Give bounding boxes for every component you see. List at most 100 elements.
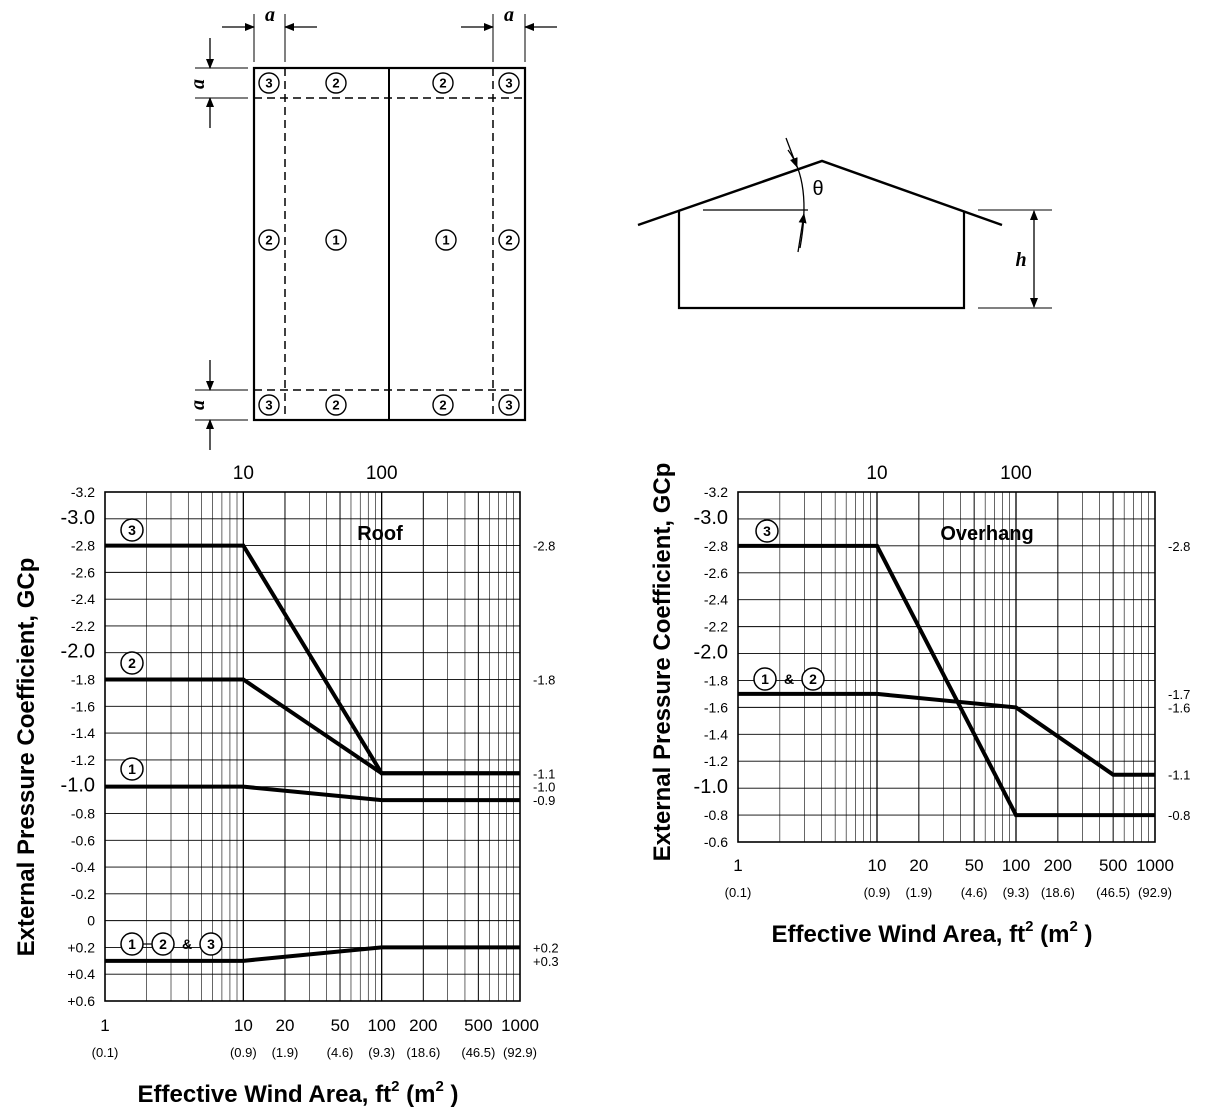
zone-2-label: 2 <box>128 655 136 671</box>
x-tick-metric-label: (0.9) <box>230 1045 257 1060</box>
x-title-metric: (m <box>1033 921 1069 948</box>
end-value-label: -0.9 <box>533 793 555 808</box>
zone-3-label: 3 <box>505 76 512 91</box>
zone-3-label: 3 <box>207 936 215 952</box>
angle-arrow <box>797 213 807 253</box>
x-tick-label: 10 <box>868 856 887 875</box>
x-title-close: ) <box>444 1081 459 1108</box>
dim-a-label: a <box>187 400 209 410</box>
x-tick-metric-label: (0.1) <box>725 885 752 900</box>
series-line-zone-1-2-3 <box>105 945 520 963</box>
series-line-zone-2 <box>105 677 520 776</box>
height-h-label: h <box>1015 249 1026 271</box>
end-value-label: -1.1 <box>533 766 555 781</box>
y-tick-label: -0.4 <box>71 859 95 875</box>
x-tick-label: 1 <box>733 856 742 875</box>
x-tick-metric-label: (0.1) <box>92 1045 119 1060</box>
zone-1-label: 1 <box>332 233 339 248</box>
x-tick-label: 50 <box>965 856 984 875</box>
x-tick-metric-label: (4.6) <box>961 885 988 900</box>
x-tick-label: 100 <box>1002 856 1030 875</box>
zone-marker-circle <box>258 72 280 94</box>
y-tick-label: -0.8 <box>71 805 95 821</box>
zone-marker-circle <box>801 667 825 691</box>
y-tick-label: -2.2 <box>71 618 95 634</box>
x-tick-metric-label: (92.9) <box>1138 885 1172 900</box>
x-tick-label: 100 <box>367 1016 395 1035</box>
x-tick-label: 200 <box>409 1016 437 1035</box>
zone-1-label: 1 <box>128 936 136 952</box>
end-value-label: -2.8 <box>1168 539 1190 554</box>
y-tick-label: -0.2 <box>71 886 95 902</box>
y-tick-label: +0.4 <box>67 966 95 982</box>
y-tick-label: -2.0 <box>61 641 95 663</box>
y-tick-label: -0.8 <box>704 807 728 823</box>
x-tick-label: 1000 <box>501 1016 539 1035</box>
end-value-label: -1.6 <box>1168 700 1190 715</box>
roof-x-axis-title: Effective Wind Area, ft2 (m2 ) <box>138 1078 459 1108</box>
end-value-label: +0.2 <box>533 940 559 955</box>
x-tick-metric-label: (46.5) <box>1096 885 1130 900</box>
zone-1-label: 1 <box>761 671 769 687</box>
series-line-zone-3 <box>105 543 520 776</box>
zone-marker-circle <box>325 229 347 251</box>
y-tick-label: +0.6 <box>67 993 95 1009</box>
top-tick-label: 10 <box>233 463 254 484</box>
zone-marker-circle <box>325 394 347 416</box>
x-title-metric-sup: 2 <box>435 1078 443 1095</box>
ampersand: & <box>182 936 192 952</box>
angle-theta-label: θ <box>812 178 823 200</box>
series-line-zone-1-2 <box>738 691 1155 777</box>
x-title-sup: 2 <box>1025 918 1033 935</box>
roof-plan-diagram: a a a a 3 2 2 3 2 1 1 2 3 2 2 3 <box>187 4 557 450</box>
x-tick-metric-label: (46.5) <box>461 1045 495 1060</box>
x-tick-metric-label: (18.6) <box>406 1045 440 1060</box>
zone-1-label: 1 <box>442 233 449 248</box>
top-tick-label: 100 <box>1000 463 1032 484</box>
angle-arrow <box>785 137 798 168</box>
y-tick-label: -1.8 <box>71 672 95 688</box>
top-tick-label: 100 <box>366 463 398 484</box>
overhang-chart: 10 100 -3.2 -3.0 -2.8 -2.6 -2.4 -2.2 -2.0 -1.8 -1.… <box>694 463 1191 900</box>
y-tick-label: -2.8 <box>704 538 728 554</box>
y-tick-label: -1.2 <box>704 753 728 769</box>
top-tick-label: 10 <box>866 463 887 484</box>
zone-marker-circle <box>120 651 144 675</box>
y-tick-label: -3.0 <box>61 507 95 529</box>
zone-marker-circle <box>151 932 175 956</box>
y-tick-label: -2.4 <box>71 591 95 607</box>
end-value-label: -0.8 <box>1168 808 1190 823</box>
x-tick-metric-label: (92.9) <box>503 1045 537 1060</box>
x-tick-metric-label: (1.9) <box>272 1045 299 1060</box>
zone-2-label: 2 <box>439 76 446 91</box>
end-value-label: -1.7 <box>1168 687 1190 702</box>
y-tick-label: -1.8 <box>704 672 728 688</box>
x-tick-label: 1 <box>100 1016 109 1035</box>
y-tick-label: -0.6 <box>704 834 728 850</box>
end-value-label: -2.8 <box>533 539 555 554</box>
zone-marker-circle <box>258 229 280 251</box>
x-title-metric-sup: 2 <box>1069 918 1077 935</box>
x-tick-metric-label: (18.6) <box>1041 885 1075 900</box>
end-value-label: -1.1 <box>1168 768 1190 783</box>
y-tick-label: -3.2 <box>704 484 728 500</box>
x-tick-metric-label: (9.3) <box>368 1045 395 1060</box>
y-tick-label: -3.2 <box>71 484 95 500</box>
zone-2-label: 2 <box>809 671 817 687</box>
zone-1-label: 1 <box>128 761 136 777</box>
y-tick-label: -1.6 <box>71 698 95 714</box>
zone-3-label: 3 <box>128 522 136 538</box>
panel-title: Roof <box>357 523 403 545</box>
roof-profile <box>637 159 1003 227</box>
y-tick-label: 0 <box>87 913 95 929</box>
end-value-label: +0.3 <box>533 954 559 969</box>
y-tick-label: -1.4 <box>71 725 95 741</box>
zone-2-label: 2 <box>332 398 339 413</box>
zone-marker-circle <box>325 72 347 94</box>
x-tick-metric-label: (0.9) <box>864 885 891 900</box>
wall-outline <box>677 211 966 310</box>
dim-a-label: a <box>265 4 275 26</box>
x-tick-metric-label: (9.3) <box>1003 885 1030 900</box>
y-tick-label: -2.6 <box>71 564 95 580</box>
zone-marker-circle <box>498 229 520 251</box>
